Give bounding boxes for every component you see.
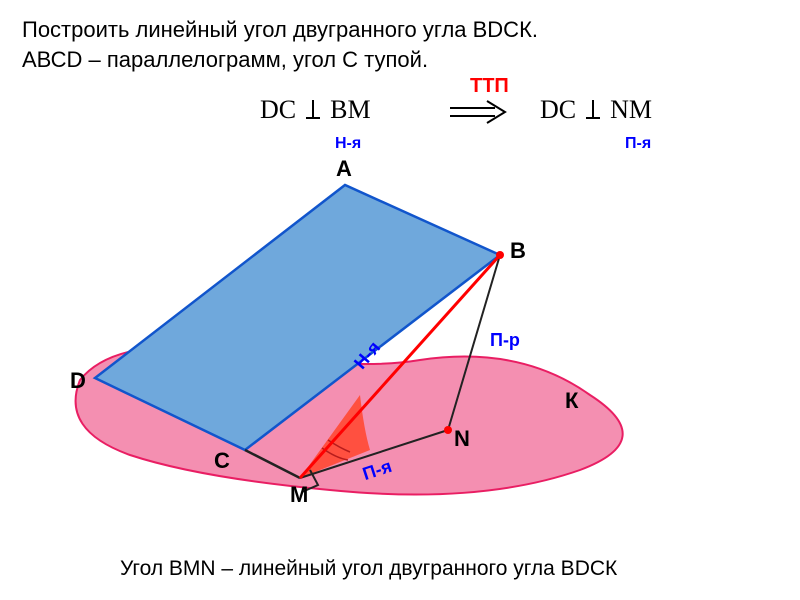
- container: Построить линейный угол двугранного угла…: [0, 0, 800, 600]
- geometry-diagram: [0, 0, 800, 600]
- label-d: D: [70, 368, 86, 394]
- label-k: К: [565, 388, 578, 414]
- point-b-dot: [496, 251, 504, 259]
- label-c: С: [214, 448, 230, 474]
- point-n-dot: [444, 426, 452, 434]
- edge-label-pr: П-р: [490, 330, 520, 351]
- label-a: А: [336, 156, 352, 182]
- bottom-conclusion: Угол ВМN – линейный угол двугранного угл…: [120, 555, 617, 583]
- label-b: В: [510, 238, 526, 264]
- label-n: N: [454, 426, 470, 452]
- label-m: M: [290, 482, 308, 508]
